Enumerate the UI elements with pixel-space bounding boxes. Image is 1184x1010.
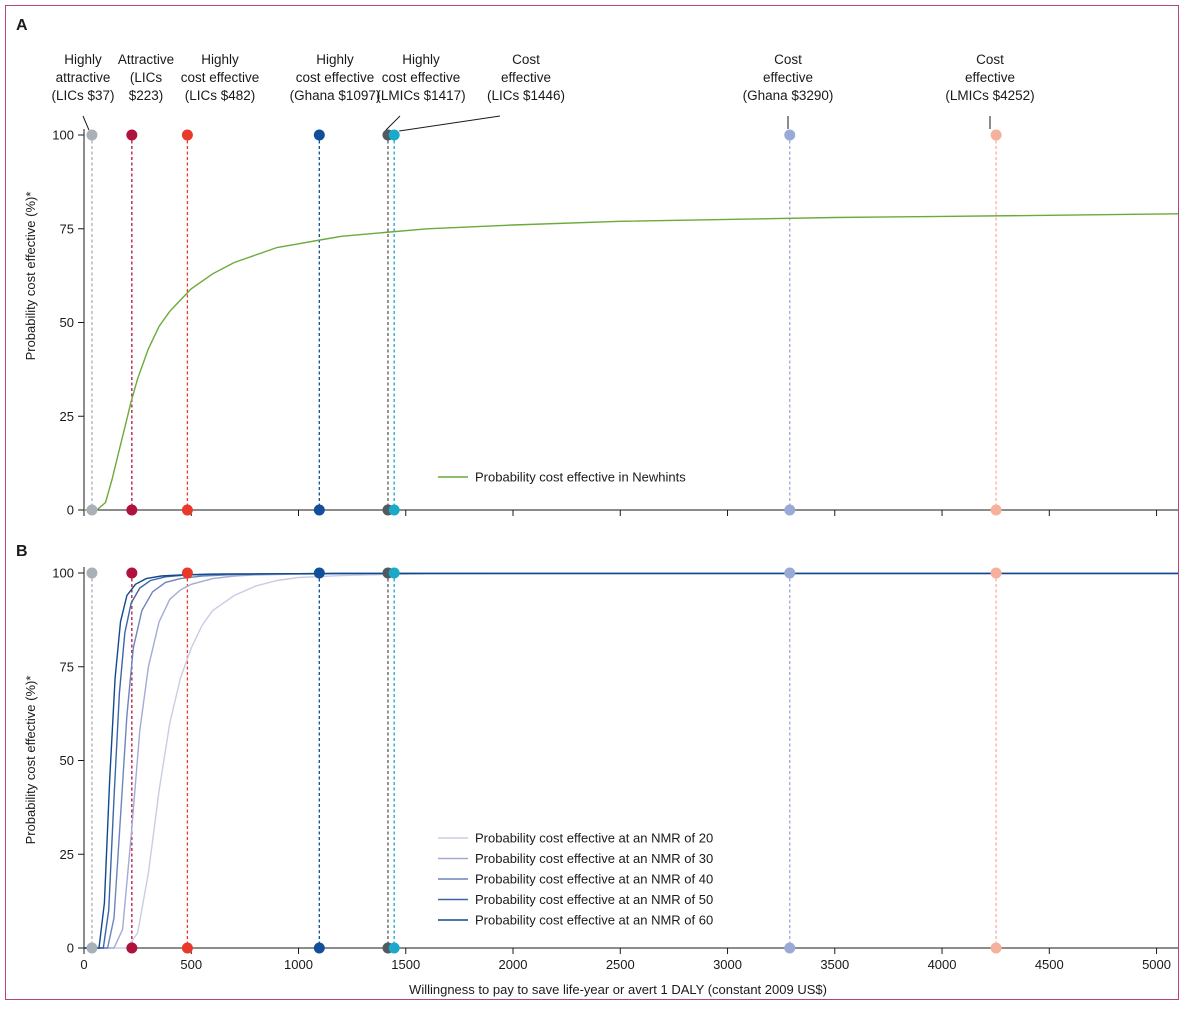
panel-b-x-tick-label: 2500: [606, 957, 635, 972]
figure-border: [5, 5, 1179, 1000]
panel-a-threshold-annotation: (LMICs $4252): [945, 88, 1034, 103]
panel-b-threshold-marker-top: [388, 567, 400, 579]
panel-a-threshold-annotation: (LICs: [130, 70, 163, 85]
panel-a-letter: A: [16, 17, 28, 34]
panel-a-threshold-marker-bottom: [313, 504, 325, 516]
panel-b-threshold-marker-bottom: [990, 942, 1002, 954]
panel-a-threshold-annotation: (Ghana $3290): [743, 88, 834, 103]
panel-b-threshold-marker-top: [86, 567, 98, 579]
panel-a-threshold-marker-bottom: [784, 504, 796, 516]
panel-a-y-tick-label: 75: [60, 221, 74, 236]
panel-b-x-tick-label: 2000: [499, 957, 528, 972]
panel-b-threshold-marker-bottom: [388, 942, 400, 954]
panel-a-series-line: [84, 213, 1179, 511]
panel-a-threshold-marker-top: [990, 129, 1002, 141]
panel-b-threshold-marker-top: [784, 567, 796, 579]
panel-a-threshold-annotation: cost effective: [181, 70, 260, 85]
panel-a-threshold-annotation: (LMICs $1417): [376, 88, 465, 103]
panel-a-threshold-annotation: effective: [501, 70, 551, 85]
panel-a-threshold-annotation: effective: [965, 70, 1015, 85]
panel-b-threshold-marker-bottom: [86, 942, 98, 954]
panel-b-threshold-marker-bottom: [126, 942, 138, 954]
panel-b-series-line: [84, 572, 1178, 949]
panel-a-threshold-annotation: Highly: [201, 52, 239, 67]
panel-a-annotation-leader: [385, 115, 401, 131]
panel-b-x-tick-label: 500: [180, 957, 202, 972]
panel-b-x-tick-label: 0: [80, 957, 87, 972]
panel-b-legend-label: Probability cost effective at an NMR of …: [475, 831, 713, 846]
panel-a-threshold-marker-bottom: [86, 504, 98, 516]
panel-a-threshold-annotation: Highly: [316, 52, 354, 67]
panel-a-threshold-annotation: effective: [763, 70, 813, 85]
panel-a-threshold-marker-top: [313, 129, 325, 141]
x-axis-label: Willingness to pay to save life-year or …: [409, 982, 827, 997]
panel-a-annotation-leader: [399, 115, 501, 132]
panel-a-threshold-annotation: (Ghana $1097): [290, 88, 381, 103]
panel-a-y-tick-label: 0: [67, 503, 74, 518]
panel-a-y-tick-label: 25: [60, 409, 74, 424]
panel-a-threshold-marker-bottom: [388, 504, 400, 516]
panel-a-threshold-annotation: cost effective: [382, 70, 461, 85]
panel-b-y-tick-label: 50: [60, 753, 74, 768]
panel-a-threshold-annotation: Highly: [64, 52, 102, 67]
panel-b-x-tick-label: 4000: [928, 957, 957, 972]
panel-a-y-tick-label: 100: [52, 128, 74, 143]
panel-b-x-tick-label: 4500: [1035, 957, 1064, 972]
panel-a-threshold-annotation: attractive: [56, 70, 111, 85]
panel-b-y-tick-label: 25: [60, 847, 74, 862]
panel-a-threshold-annotation: Cost: [512, 52, 540, 67]
panel-b-x-tick-label: 1500: [391, 957, 420, 972]
panel-a-legend-label: Probability cost effective in Newhints: [475, 470, 686, 485]
panel-b-y-tick-label: 0: [67, 941, 74, 956]
panel-a-y-axis-label: Probability cost effective (%)*: [23, 192, 38, 361]
panel-a-annotation-leader: [82, 115, 90, 131]
panel-a-threshold-marker-bottom: [181, 504, 193, 516]
panel-b-legend-label: Probability cost effective at an NMR of …: [475, 851, 713, 866]
panel-a-threshold-annotation: Cost: [774, 52, 802, 67]
panel-a-threshold-marker-top: [126, 129, 138, 141]
panel-a-threshold-marker-bottom: [126, 504, 138, 516]
panel-b-threshold-marker-top: [990, 567, 1002, 579]
panel-a-threshold-marker-bottom: [990, 504, 1002, 516]
panel-b-legend-label: Probability cost effective at an NMR of …: [475, 892, 713, 907]
panel-b-x-tick-label: 5000: [1142, 957, 1171, 972]
panel-a-threshold-marker-top: [181, 129, 193, 141]
panel-b-y-axis-label: Probability cost effective (%)*: [23, 676, 38, 845]
panel-a-threshold-annotation: (LICs $37): [51, 88, 114, 103]
panel-b-threshold-marker-top: [126, 567, 138, 579]
panel-b-letter: B: [16, 543, 28, 560]
panel-b-x-tick-label: 3500: [820, 957, 849, 972]
panel-a: 0 25 50 75 100 Probability cost effective in …: [51, 52, 1179, 518]
panel-b-threshold-marker-bottom: [181, 942, 193, 954]
panel-a-threshold-annotation: Highly: [402, 52, 440, 67]
panel-a-threshold-marker-top: [388, 129, 400, 141]
panel-b-threshold-marker-bottom: [784, 942, 796, 954]
panel-b-x-tick-label: 1000: [284, 957, 313, 972]
panel-b-y-tick-label: 75: [60, 659, 74, 674]
panel-b-threshold-marker-top: [313, 567, 325, 579]
panel-b-x-tick-label: 3000: [713, 957, 742, 972]
panel-b-legend-label: Probability cost effective at an NMR of …: [475, 872, 713, 887]
panel-b-threshold-marker-top: [181, 567, 193, 579]
panel-a-threshold-annotation: (LICs $1446): [487, 88, 565, 103]
panel-b-threshold-marker-bottom: [313, 942, 325, 954]
panel-a-threshold-annotation: cost effective: [296, 70, 375, 85]
panel-b-legend-label: Probability cost effective at an NMR of …: [475, 913, 713, 928]
panel-a-threshold-marker-top: [784, 129, 796, 141]
panel-a-threshold-annotation: Attractive: [118, 52, 174, 67]
panel-b-y-tick-label: 100: [52, 566, 74, 581]
panel-a-threshold-annotation: (LICs $482): [185, 88, 256, 103]
panel-a-y-tick-label: 50: [60, 315, 74, 330]
panel-a-threshold-annotation: $223): [129, 88, 164, 103]
panel-a-threshold-annotation: Cost: [976, 52, 1004, 67]
panel-a-threshold-marker-top: [86, 129, 98, 141]
